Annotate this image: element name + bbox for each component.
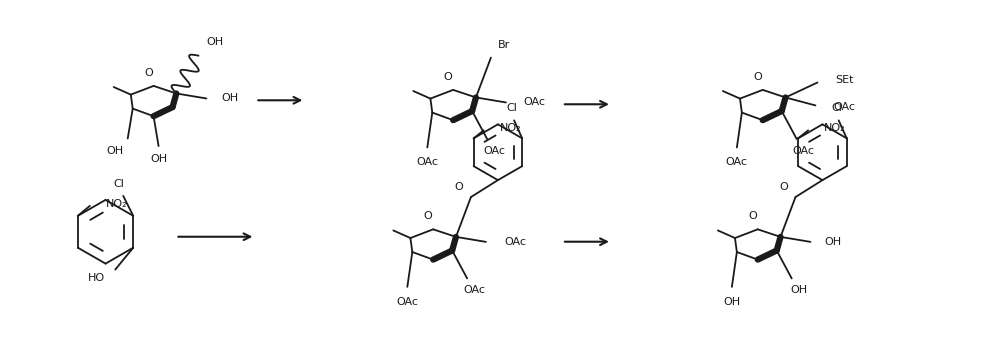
Text: OAc: OAc	[524, 97, 546, 107]
Text: O: O	[424, 211, 433, 221]
Text: OH: OH	[221, 93, 238, 104]
Text: OAc: OAc	[463, 285, 485, 295]
Text: OH: OH	[150, 154, 167, 164]
Text: OAc: OAc	[793, 146, 815, 156]
Text: OAc: OAc	[833, 102, 855, 113]
Text: Cl: Cl	[507, 103, 518, 114]
Text: OAc: OAc	[726, 157, 748, 167]
Text: NO₂: NO₂	[500, 123, 521, 133]
Text: O: O	[144, 68, 153, 78]
Text: OH: OH	[106, 146, 123, 156]
Text: O: O	[444, 72, 453, 82]
Text: NO₂: NO₂	[106, 199, 127, 209]
Text: O: O	[748, 211, 757, 221]
Text: OAc: OAc	[504, 237, 526, 247]
Text: OAc: OAc	[483, 146, 505, 156]
Text: O: O	[753, 72, 762, 82]
Text: OH: OH	[206, 37, 223, 47]
Text: OH: OH	[824, 237, 842, 247]
Text: Cl: Cl	[114, 179, 125, 189]
Text: HO: HO	[88, 273, 105, 282]
Text: SEt: SEt	[835, 75, 854, 84]
Text: NO₂: NO₂	[824, 123, 846, 133]
Text: Br: Br	[498, 40, 510, 50]
Text: O: O	[779, 182, 788, 192]
Text: OH: OH	[790, 285, 807, 295]
Text: O: O	[455, 182, 463, 192]
Text: OAc: OAc	[396, 297, 418, 307]
Text: Cl: Cl	[831, 103, 842, 114]
Text: OAc: OAc	[416, 157, 438, 167]
Text: OH: OH	[723, 297, 740, 307]
